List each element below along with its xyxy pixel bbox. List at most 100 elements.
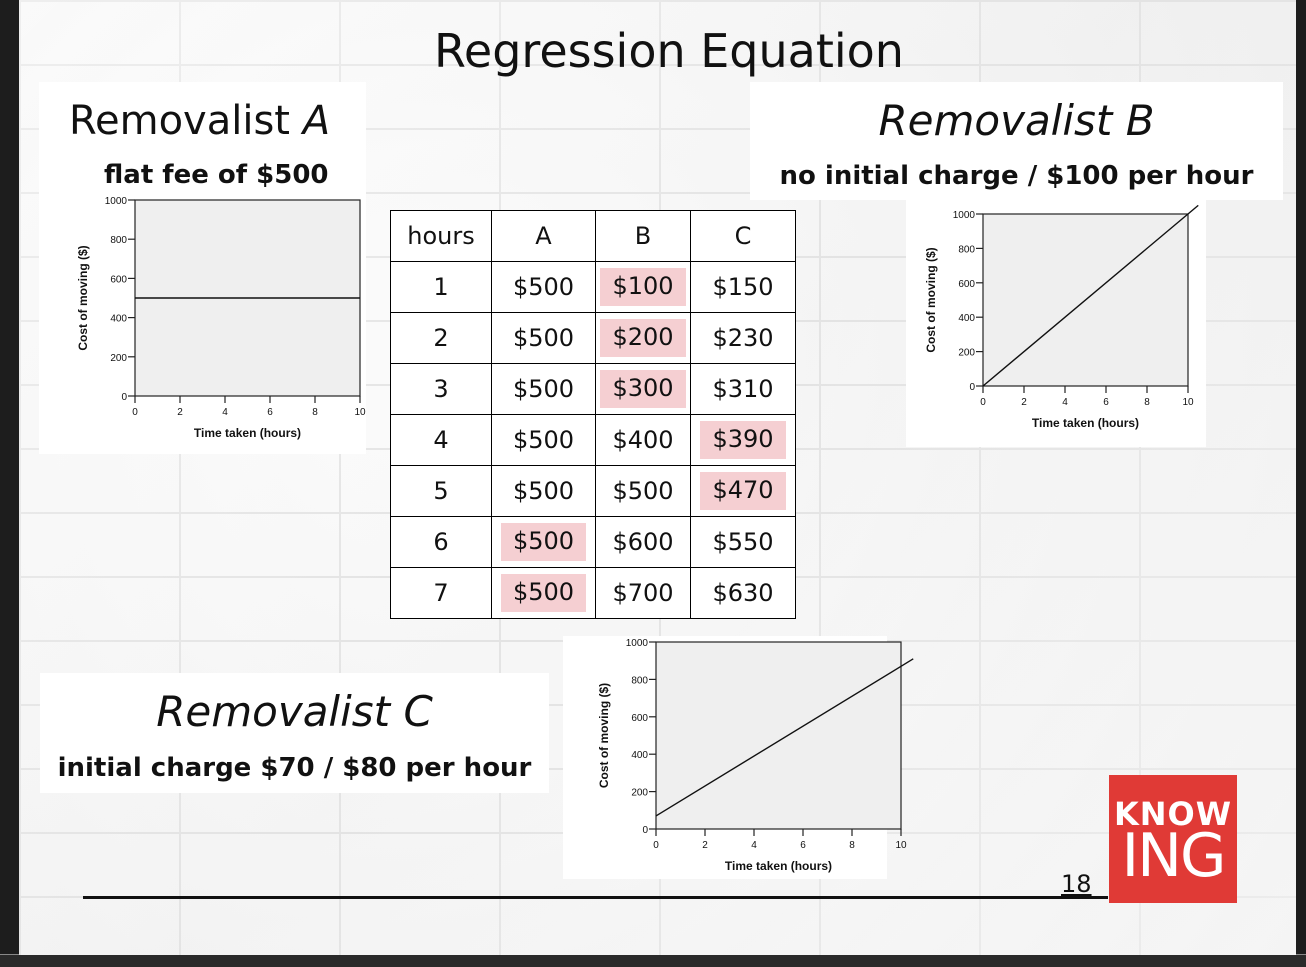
x-tick-label: 0 [653,840,659,851]
table-row: 4 $500 $400 $390 [390,414,796,466]
cell-value: 4 [433,426,449,454]
table-cell: $500 [491,312,596,364]
cell-value: 7 [433,579,449,607]
slide-content: Regression Equation Removalist A flat fe… [19,0,1296,955]
table-row: 3 $500 $300 $310 [390,363,796,415]
table-cell: $500 [491,261,596,313]
table-row: 5 $500 $500 $470 [390,465,796,517]
removalist-b-heading: Removalist B [878,96,1155,145]
highlighted-cell-value: $390 [700,421,786,459]
table-cell: $500 [491,414,596,466]
y-tick-label: 200 [958,348,975,359]
removalist-b-chart-card: 0 200 400 600 800 1000 0 2 4 6 8 10 Time taken (hour… [906,200,1206,447]
y-tick-label: 800 [110,235,127,246]
x-tick-label: 0 [132,407,138,418]
series-line [655,658,914,817]
x-tick-label: 0 [980,397,986,408]
window-frame-bottom [0,954,1306,967]
table-header-cell: hours [390,210,492,262]
y-tick-label: 400 [110,314,127,325]
table-row: 6 $500 $600 $550 [390,516,796,568]
y-tick-label: 0 [969,382,975,393]
table-cell-highlighted: $100 [595,261,691,313]
x-tick-label: 10 [895,840,907,851]
highlighted-cell-value: $200 [600,319,686,357]
y-tick-label: 400 [631,750,648,761]
plot-area [655,641,902,830]
table-cell: $400 [595,414,691,466]
cell-value: $700 [612,579,674,607]
y-tick-label: 600 [958,279,975,290]
highlighted-cell-value: $500 [500,523,587,561]
cell-value: 6 [433,528,449,556]
table-header-cell: A [491,210,596,262]
table-cell: $310 [690,363,796,415]
table-cell: 2 [390,312,492,364]
x-axis-label: Time taken (hours) [1032,416,1139,430]
x-tick-label: 10 [354,407,366,418]
table-cell: $630 [690,567,796,619]
y-tick-label: 200 [110,353,127,364]
cell-value: $500 [612,477,674,505]
x-tick-label: 4 [222,407,228,418]
removalist-b-subtitle: no initial charge / $100 per hour [779,161,1254,191]
slide-title: Regression Equation [434,24,904,78]
highlighted-cell-value: $500 [500,574,587,612]
window-frame-left [0,0,19,967]
cell-value: $500 [512,273,575,301]
y-axis-label: Cost of moving ($) [924,247,938,352]
x-axis-label: Time taken (hours) [725,859,832,873]
table-cell: 4 [390,414,492,466]
y-tick-label: 1000 [953,210,976,221]
footer-rule [83,896,1108,899]
table-cell-highlighted: $390 [690,414,796,466]
cost-table: hours A B C 1 $500 $100 $150 2 $500 $200 $230 3 $… [390,210,796,619]
table-row: 2 $500 $200 $230 [390,312,796,364]
table-cell: $150 [690,261,796,313]
table-row: 7 $500 $700 $630 [390,567,796,619]
table-cell: 1 [390,261,492,313]
y-tick-label: 1000 [105,196,128,207]
window-frame-right [1296,0,1306,967]
table-cell-highlighted: $200 [595,312,691,364]
table-cell-highlighted: $470 [690,465,796,517]
x-tick-label: 2 [177,407,183,418]
table-header-row: hours A B C [390,210,796,262]
slide: Regression Equation Removalist A flat fe… [19,0,1296,955]
table-cell: 5 [390,465,492,517]
removalist-c-chart-card: 0 200 400 600 800 1000 0 2 4 6 8 10 Time taken (hour… [563,636,914,879]
cell-value: 2 [433,324,449,352]
removalist-a-heading: Removalist A [69,98,331,144]
table-cell: $550 [690,516,796,568]
x-tick-label: 6 [1103,397,1109,408]
knowing-logo: KNOW ING [1109,775,1237,903]
table-cell-highlighted: $300 [595,363,691,415]
cell-value: $500 [512,324,575,352]
cell-value: $230 [712,324,774,352]
logo-text-ing: ING [1121,821,1226,891]
cell-value: $550 [712,528,774,556]
cell-value: $500 [512,477,575,505]
cell-value: $630 [712,579,774,607]
removalist-c-heading: Removalist C [156,687,433,736]
cell-value: $500 [512,375,575,403]
x-tick-label: 6 [800,840,806,851]
y-tick-label: 0 [121,392,127,403]
cell-value: $600 [612,528,674,556]
table-row: 1 $500 $100 $150 [390,261,796,313]
x-axis-label: Time taken (hours) [194,426,301,440]
logo-text-know: KNOW [1113,795,1233,833]
y-tick-label: 600 [110,274,127,285]
table-cell: $600 [595,516,691,568]
y-axis-label: Cost of moving ($) [76,245,90,350]
cell-value: 3 [433,375,449,403]
x-tick-label: 8 [312,407,318,418]
table-cell: $500 [491,363,596,415]
x-tick-label: 4 [1062,397,1068,408]
x-tick-label: 8 [849,840,855,851]
cell-value: $500 [512,426,575,454]
removalist-a-subtitle: flat fee of $500 [104,160,329,190]
table-cell: 7 [390,567,492,619]
table-cell: 3 [390,363,492,415]
y-tick-label: 800 [958,244,975,255]
